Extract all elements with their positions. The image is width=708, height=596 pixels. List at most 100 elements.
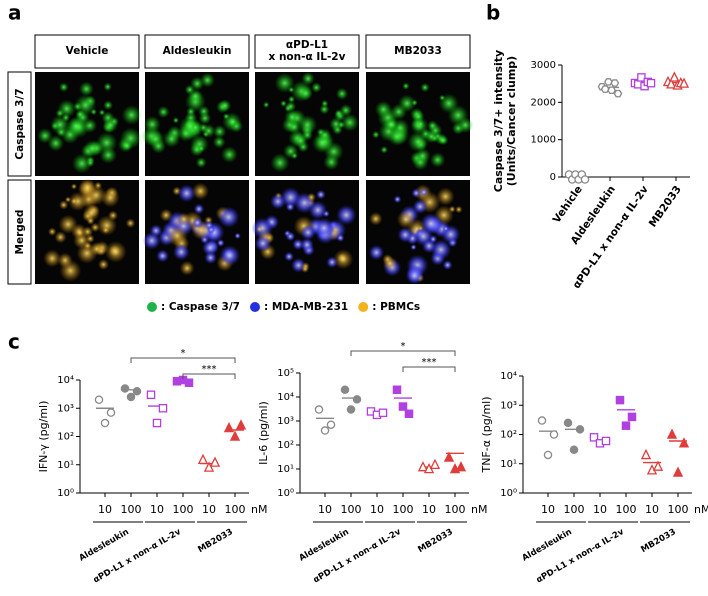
- y-tick-label: 2000: [531, 97, 556, 108]
- data-point: [126, 392, 136, 402]
- cell-blob: [82, 118, 98, 133]
- cell-blob: [100, 188, 120, 208]
- cell-blob: [300, 237, 314, 252]
- cell-blob: [59, 200, 69, 210]
- cell-blob: [284, 251, 294, 262]
- data-point: [229, 430, 241, 441]
- cell-blob: [177, 184, 196, 203]
- legend-label: : PBMCs: [372, 301, 420, 313]
- cell-blob: [179, 260, 195, 276]
- cell-blob: [308, 200, 328, 220]
- cell-blob: [311, 82, 322, 93]
- column-header: MB2033: [394, 45, 442, 57]
- cell-blob: [70, 197, 78, 205]
- cell-blob: [125, 218, 136, 228]
- data-point: [589, 433, 599, 442]
- cell-blob: [333, 249, 354, 270]
- cell-blob: [422, 238, 437, 254]
- data-point: [610, 79, 620, 87]
- cell-blob: [442, 260, 453, 270]
- cell-blob: [298, 86, 313, 101]
- cell-blob: [372, 130, 380, 139]
- cell-blob: [285, 202, 295, 212]
- y-tick-label: 10¹: [277, 464, 294, 475]
- cell-blob: [263, 101, 270, 109]
- micrograph: [141, 72, 249, 176]
- cell-blob: [288, 86, 295, 93]
- y-tick-label: 10⁰: [277, 488, 294, 499]
- y-tick-label: 1000: [531, 135, 556, 146]
- cell-blob: [336, 233, 345, 242]
- cell-blob: [414, 148, 431, 164]
- cell-blob: [316, 189, 326, 200]
- cell-blob: [56, 127, 67, 138]
- group-label: MB2033: [196, 527, 234, 555]
- cell-blob: [218, 99, 232, 112]
- cell-blob: [212, 135, 226, 149]
- data-point: [197, 453, 209, 465]
- cell-blob: [368, 244, 385, 261]
- cell-blob: [207, 225, 216, 234]
- data-point: [398, 402, 408, 411]
- cell-blob: [57, 252, 73, 268]
- group-label: αPD-L1 x non-α IL-2v: [535, 527, 626, 586]
- micrograph: [366, 72, 474, 176]
- significance-bracket: [130, 357, 236, 363]
- row-header-box: [7, 179, 32, 285]
- data-point: [132, 386, 142, 396]
- y-axis-label: IFN-γ (pg/ml): [37, 401, 50, 473]
- significance-label: ***: [202, 364, 217, 375]
- y-tick-label: 10⁴: [277, 392, 294, 403]
- cell-blob: [79, 81, 94, 97]
- cell-blob: [410, 244, 417, 251]
- cell-blob: [188, 88, 203, 104]
- data-point: [627, 412, 637, 422]
- unit-label: nM: [251, 503, 267, 516]
- data-point: [580, 175, 590, 184]
- cell-blob: [270, 153, 290, 173]
- micrograph: [255, 72, 359, 176]
- significance-label: *: [181, 348, 186, 359]
- cell-blob: [334, 109, 343, 118]
- cell-blob: [270, 193, 286, 210]
- y-axis-label: TNF-α (pg/ml): [480, 396, 493, 473]
- data-point: [443, 451, 455, 462]
- cell-blob: [219, 245, 241, 266]
- cell-blob: [306, 192, 316, 202]
- micrograph: [35, 178, 139, 284]
- cell-blob: [195, 157, 207, 169]
- cell-blob: [177, 212, 191, 226]
- data-point: [666, 428, 678, 439]
- cell-blob: [190, 76, 205, 91]
- column-header-box: [144, 34, 250, 69]
- cell-blob: [387, 127, 407, 146]
- data-point: [100, 418, 110, 428]
- cell-blob: [59, 82, 69, 92]
- x-tick-label: 100: [668, 503, 689, 516]
- y-tick-label: 10²: [500, 430, 517, 441]
- cell-blob: [122, 140, 132, 151]
- cell-blob: [98, 109, 106, 116]
- cell-blob: [412, 199, 428, 214]
- cell-blob: [216, 239, 225, 247]
- x-tick-label: 100: [173, 503, 194, 516]
- micrograph: [251, 180, 359, 284]
- column-header-box: [254, 34, 360, 69]
- significance-bracket: [350, 350, 456, 356]
- cell-blob: [291, 152, 298, 160]
- x-tick-label: 10: [150, 503, 164, 516]
- group-label: αPD-L1 x non-α IL-2v: [92, 527, 183, 586]
- legend-label: : Caspase 3/7: [161, 301, 240, 313]
- data-point: [340, 385, 350, 395]
- cell-blob: [193, 203, 205, 215]
- data-point: [637, 73, 646, 82]
- data-point: [235, 419, 247, 430]
- cell-blob: [313, 217, 335, 239]
- data-point: [392, 385, 402, 395]
- cell-blob: [89, 242, 104, 256]
- cell-blob: [374, 100, 392, 118]
- cell-blob: [393, 195, 402, 204]
- column-header: αPD-L1: [286, 39, 328, 51]
- cell-blob: [318, 128, 332, 142]
- x-tick-label: 100: [616, 503, 637, 516]
